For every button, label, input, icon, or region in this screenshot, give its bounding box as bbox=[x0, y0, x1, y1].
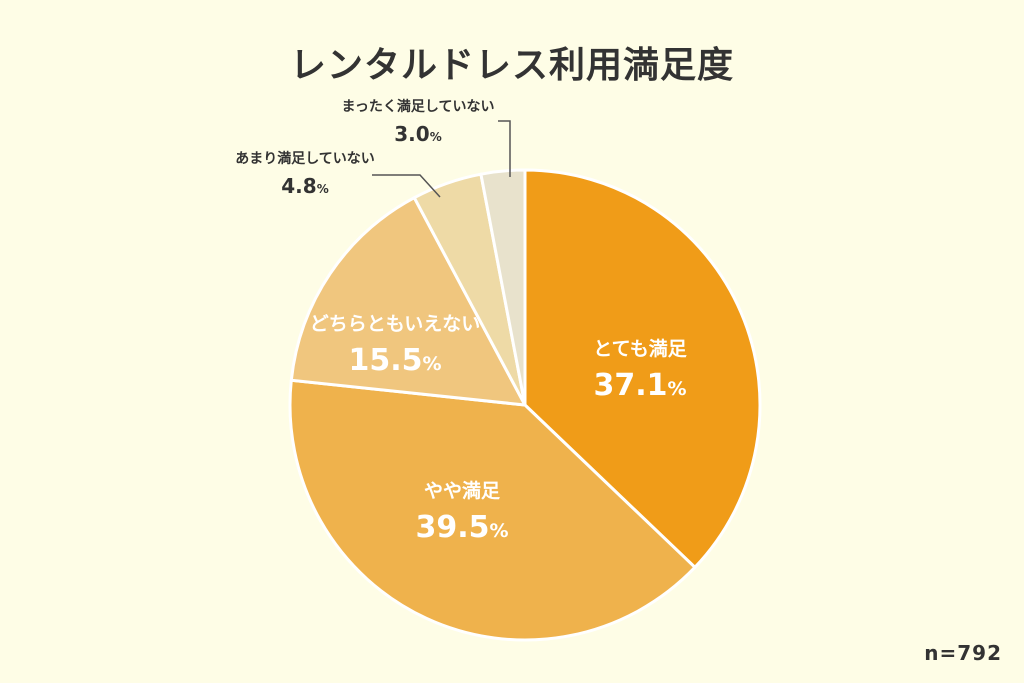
pie-slice-1 bbox=[523, 168, 762, 569]
pie-slice-2 bbox=[288, 378, 697, 642]
pie-slice-3 bbox=[289, 196, 527, 407]
slice-value-unit-5: % bbox=[430, 130, 442, 144]
chart-title: レンタルドレス利用満足度 bbox=[289, 45, 734, 86]
slice-value-4: 4.8% bbox=[281, 174, 328, 198]
leader-line-4 bbox=[372, 174, 441, 198]
slice-label-2: やや満足 bbox=[424, 480, 501, 502]
slice-label-5: まったく満足していない bbox=[341, 98, 494, 115]
slice-value-5: 3.0% bbox=[394, 122, 441, 146]
slice-value-unit-1: % bbox=[667, 378, 686, 400]
slice-value-unit-2: % bbox=[489, 520, 508, 542]
leader-lines bbox=[372, 120, 511, 198]
leader-line-5 bbox=[498, 120, 511, 177]
slice-label-4: あまり満足していない bbox=[235, 150, 375, 167]
slice-label-3: どちらともいえない bbox=[310, 313, 481, 335]
sample-size-note: n=792 bbox=[924, 641, 1002, 665]
pie-slices bbox=[288, 168, 762, 642]
slice-value-unit-4: % bbox=[317, 182, 329, 196]
slice-label-1: とても満足 bbox=[593, 338, 687, 360]
pie-slice-5 bbox=[479, 168, 527, 407]
slice-labels: とても満足37.1%やや満足39.5%どちらともいえない15.5%あまり満足して… bbox=[235, 98, 688, 545]
slice-value-unit-3: % bbox=[422, 353, 441, 375]
